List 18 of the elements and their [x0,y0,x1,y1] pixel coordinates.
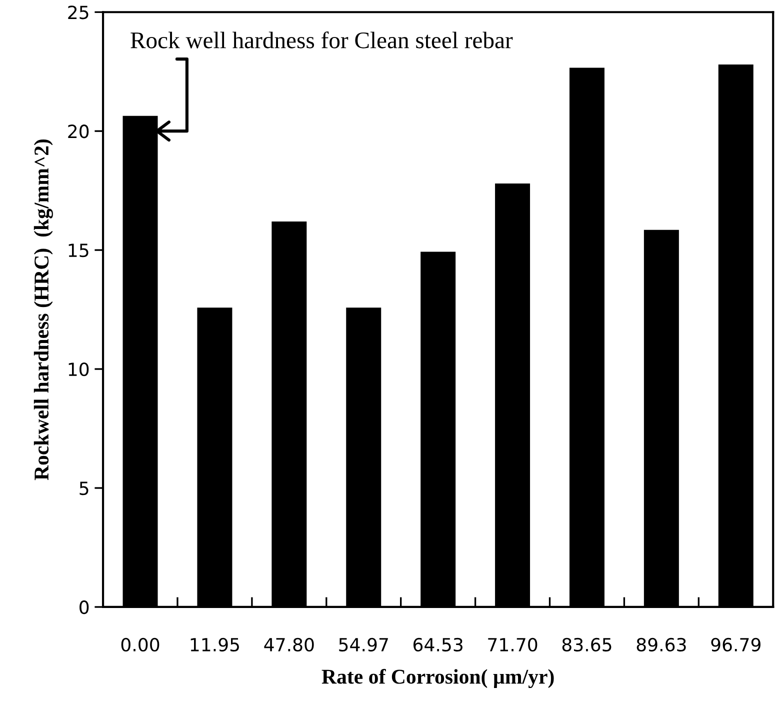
annotation: Rock well hardness for Clean steel rebar [130,31,513,48]
x-tick-label: 0.00 [121,638,160,652]
y-tick-label: 10 [68,362,89,376]
y-tick-label: 5 [80,482,88,496]
y-tick-label: 20 [68,124,89,138]
y-tick-label: 15 [68,244,88,258]
y-tick-label: 0 [80,600,89,614]
x-tick-label: 11.95 [190,638,239,652]
x-tick-label: 47.80 [264,638,314,652]
x-tick-label: 83.65 [562,638,612,652]
x-tick-label: 96.79 [711,638,760,652]
x-tick-label: 64.53 [413,638,462,652]
x-tick-label: 71.70 [488,638,538,652]
x-tick-label: 54.97 [339,638,388,652]
x-axis-title: Rate of Corrosion( µm/yr) [322,668,554,688]
y-tick-label: 25 [68,6,88,20]
x-tick-label: 89.63 [636,638,686,652]
y-axis-title: Rockwell hardness (HRC) (kg/mm^2) [34,139,53,480]
